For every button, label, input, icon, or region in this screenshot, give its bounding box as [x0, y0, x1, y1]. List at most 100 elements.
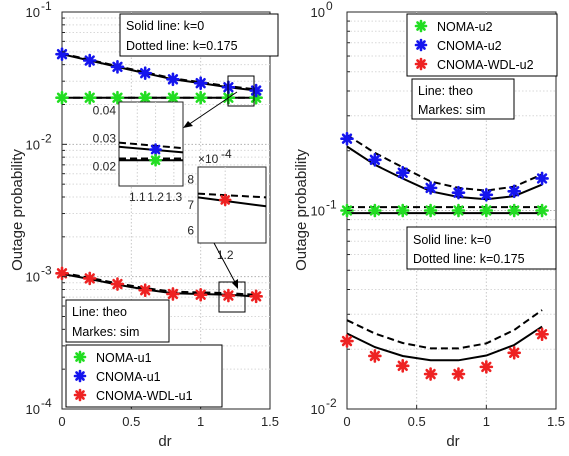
- left-legend: NOMA-u1 CNOMA-u1 CNOMA-WDL-u1: [65, 344, 223, 408]
- left-legend-marker-0: [73, 350, 87, 364]
- inset-arrows: [183, 91, 238, 289]
- inset1-marker-noma: [149, 153, 162, 167]
- right-marker-0-6: [507, 203, 522, 218]
- right-marker-0-3: [423, 203, 438, 218]
- left-marker-2-2: [110, 277, 125, 291]
- left-marker-2-4: [166, 287, 180, 301]
- left-ylabel: Outage probability: [9, 149, 26, 271]
- inset1-ytick-label: 0.03: [93, 131, 117, 145]
- right-legend-marker-2: [414, 57, 428, 71]
- left-marker-0-2: [110, 90, 125, 105]
- right-legend-label-1: CNOMA-u2: [437, 39, 502, 53]
- right-marker-0-4: [451, 203, 466, 218]
- right-marker-1-6: [507, 184, 522, 199]
- inset-upper: 0.04 0.03 0.02 1.1 1.2 1.3: [93, 101, 184, 204]
- right-ytick-label: 10: [311, 5, 325, 20]
- left-marker-1-2: [110, 60, 125, 74]
- right-series-dotted-2: [346, 309, 543, 350]
- right-series-solid-1: [346, 145, 543, 201]
- left-marker-1-4: [166, 72, 180, 87]
- left-zoom-box-upper: [227, 75, 255, 107]
- inset1-xtick-label: 1.1: [129, 190, 146, 204]
- right-marker-1-4: [451, 185, 466, 200]
- right-ytick-label: 10: [311, 402, 325, 417]
- right-marker-2-3: [423, 367, 438, 381]
- left-marker-1-0: [55, 47, 69, 61]
- right-marker-1-3: [423, 181, 438, 195]
- left-xtick-label: 1.5: [261, 414, 279, 429]
- inset1-xtick-label: 1.3: [166, 190, 183, 204]
- right-xlabel: dr: [446, 433, 459, 450]
- inset1-marker-cnoma: [149, 143, 162, 156]
- right-legend-marker-1: [414, 38, 428, 52]
- left-xtick-label: 0.5: [122, 414, 140, 429]
- right-marker-2-5: [479, 360, 494, 374]
- left-marker-2-7: [249, 289, 263, 304]
- left-marker-2-1: [82, 271, 97, 286]
- svg-text:Dotted line: k=0.175: Dotted line: k=0.175: [126, 39, 238, 53]
- right-xtick-label: 1.5: [547, 414, 565, 429]
- left-marker-1-7: [249, 83, 263, 98]
- left-marker-0-5: [193, 90, 208, 105]
- left-xtick-label: 1: [197, 414, 204, 429]
- inset-lower: 8 7 6 ×10 -4 1.2: [187, 147, 267, 262]
- left-marker-1-3: [138, 66, 152, 80]
- inset2-marker: [218, 193, 232, 207]
- inset1-ytick-label: 0.02: [93, 159, 117, 173]
- right-marker-1-1: [368, 153, 382, 167]
- right-marker-2-1: [368, 349, 382, 363]
- svg-text:Solid line: k=0: Solid line: k=0: [413, 233, 491, 247]
- left-ytick-label: 10: [26, 270, 40, 285]
- right-ytick-exponent: -1: [326, 198, 337, 212]
- left-ytick-label: 10: [26, 5, 40, 20]
- inset2-ytick-label: 6: [187, 223, 194, 237]
- inset1-ytick-label: 0.04: [93, 103, 117, 117]
- svg-text:Line: theo: Line: theo: [72, 305, 127, 319]
- left-marker-2-0: [55, 266, 69, 281]
- left-marker-2-6: [221, 288, 236, 303]
- left-ytick-label: 10: [26, 137, 40, 152]
- right-marker-1-2: [395, 165, 410, 180]
- left-series: [55, 47, 263, 304]
- right-marker-2-2: [395, 359, 410, 373]
- left-marker-0-3: [138, 90, 152, 105]
- right-marker-2-0: [340, 334, 354, 348]
- right-marker-2-6: [507, 345, 522, 360]
- inset2-multiplier-exp: -4: [221, 147, 232, 161]
- right-marker-2-4: [451, 367, 466, 381]
- inset2-solid: [197, 196, 267, 208]
- right-legend-label-0: NOMA-u2: [437, 20, 493, 34]
- inset2-ytick-label: 7: [187, 198, 194, 212]
- right-marker-0-1: [368, 203, 382, 218]
- right-ytick-label: 10: [311, 204, 325, 219]
- right-xtick-label: 0.5: [408, 414, 426, 429]
- left-theo-sim-note: Line: theo Markes: sim: [65, 299, 170, 343]
- right-legend-marker-0: [414, 19, 428, 33]
- svg-text:Dotted line: k=0.175: Dotted line: k=0.175: [413, 252, 525, 266]
- left-zoom-box-lower: [218, 281, 246, 313]
- left-marker-1-5: [193, 76, 208, 90]
- right-marker-0-5: [479, 203, 494, 218]
- right-xtick-label: 1: [483, 414, 490, 429]
- left-ytick-label: 10: [26, 402, 40, 417]
- right-marker-1-5: [479, 187, 494, 202]
- right-marker-0-2: [395, 203, 410, 218]
- right-series: [340, 131, 549, 381]
- right-marker-2-7: [535, 327, 549, 342]
- svg-text:Markes: sim: Markes: sim: [72, 325, 139, 339]
- inset1-xtick-label: 1.2: [147, 190, 164, 204]
- inset2-multiplier: ×10: [198, 152, 219, 166]
- left-legend-label-0: NOMA-u1: [96, 351, 152, 365]
- right-ytick-exponent: -2: [326, 396, 337, 410]
- left-legend-marker-1: [73, 369, 87, 383]
- left-xlabel: dr: [158, 433, 171, 450]
- right-linestyle-note: Solid line: k=0 Dotted line: k=0.175: [406, 226, 557, 270]
- left-panel: 0 0.5 1 1.510-110-210-310-4 dr Outage proba…: [9, 0, 279, 450]
- left-ytick-exponent: -1: [41, 0, 52, 13]
- left-marker-0-4: [166, 90, 180, 105]
- svg-text:Line: theo: Line: theo: [418, 84, 473, 98]
- left-ytick-exponent: -2: [41, 131, 52, 145]
